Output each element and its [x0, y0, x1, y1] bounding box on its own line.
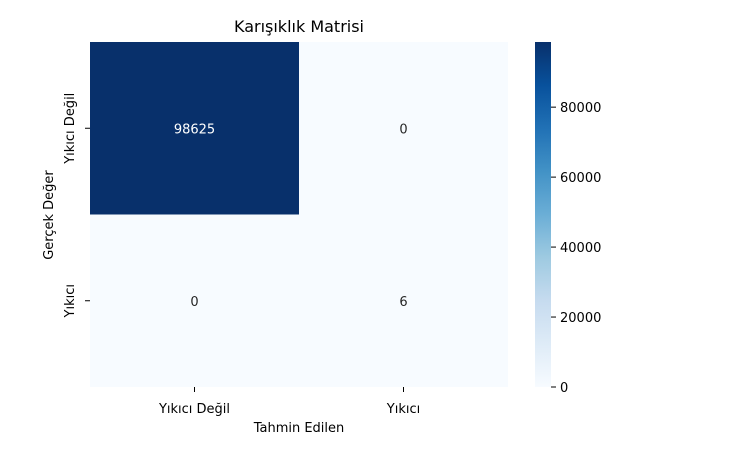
heatmap-cell-label: 6 [399, 295, 407, 310]
heatmap-cell [299, 214, 508, 387]
colorbar-tick-label: 0 [560, 381, 568, 396]
x-axis-label: Tahmin Edilen [253, 421, 345, 436]
heatmap-cell-label: 0 [190, 295, 198, 310]
colorbar: 0 20000 40000 60000 80000 [535, 42, 601, 396]
colorbar-tick-label: 40000 [560, 241, 601, 256]
heatmap-cell [90, 42, 299, 215]
y-tick-label: Yıkıcı Değil [63, 93, 78, 165]
x-tick-label: Yıkıcı Değil [158, 402, 230, 417]
heatmap-cell [299, 42, 508, 215]
x-tick-label: Yıkıcı [386, 402, 420, 417]
colorbar-tick-label: 20000 [560, 311, 601, 326]
heatmap-cell [90, 214, 299, 387]
y-axis-ticks: Yıkıcı Değil Yıkıcı [63, 93, 90, 318]
colorbar-tick-label: 80000 [560, 101, 601, 116]
y-tick-label: Yıkıcı [63, 284, 78, 318]
x-axis-ticks: Yıkıcı Değil Yıkıcı [158, 387, 420, 417]
heatmap-cell-label: 0 [399, 122, 407, 137]
heatmap-cells [90, 42, 508, 387]
colorbar-gradient [535, 42, 551, 387]
heatmap-cell-label: 98625 [174, 122, 215, 137]
heatmap-cell-labels: 98625 0 0 6 [174, 122, 408, 310]
colorbar-ticks: 0 20000 40000 60000 80000 [551, 101, 601, 396]
colorbar-tick-label: 60000 [560, 171, 601, 186]
chart-title: Karışıklık Matrisi [234, 17, 364, 36]
y-axis-label: Gerçek Değer [42, 170, 57, 260]
